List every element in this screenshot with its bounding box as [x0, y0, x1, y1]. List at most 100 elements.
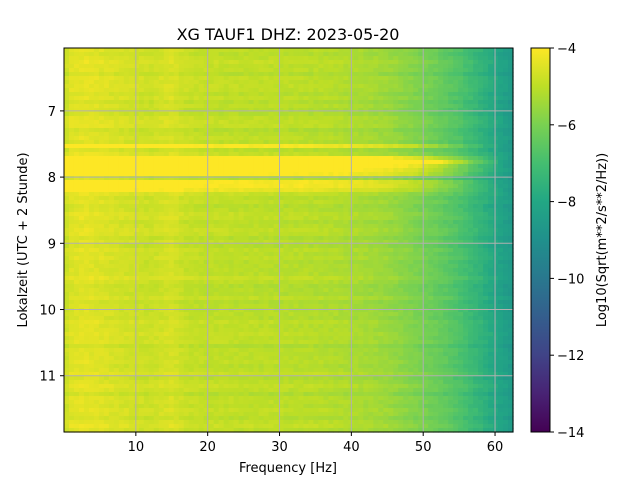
heatmap-cell: [433, 208, 439, 213]
heatmap-cell: [468, 208, 474, 213]
heatmap-cell: [463, 56, 469, 61]
heatmap-cell: [173, 116, 180, 121]
heatmap-cell: [103, 252, 110, 257]
heatmap-cell: [188, 264, 195, 269]
heatmap-cell: [64, 192, 70, 197]
heatmap-cell: [403, 184, 409, 189]
heatmap-cell: [88, 124, 95, 129]
heatmap-cell: [308, 84, 315, 89]
heatmap-cell: [443, 88, 449, 93]
heatmap-cell: [178, 240, 185, 245]
heatmap-cell: [103, 192, 110, 197]
heatmap-cell: [153, 112, 160, 117]
heatmap-cell: [163, 132, 170, 137]
heatmap-cell: [118, 240, 125, 245]
heatmap-cell: [278, 64, 285, 69]
heatmap-cell: [223, 256, 230, 261]
heatmap-cell: [163, 168, 170, 173]
heatmap-cell: [238, 256, 245, 261]
heatmap-cell: [198, 124, 205, 129]
heatmap-cell: [393, 124, 399, 129]
heatmap-cell: [433, 216, 439, 221]
heatmap-cell: [218, 108, 225, 113]
heatmap-cell: [143, 76, 150, 81]
heatmap-cell: [443, 168, 449, 173]
heatmap-cell: [453, 76, 459, 81]
heatmap-cell: [413, 212, 419, 217]
heatmap-cell: [303, 136, 310, 141]
heatmap-cell: [373, 200, 379, 205]
heatmap-cell: [248, 196, 255, 201]
heatmap-cell: [123, 112, 130, 117]
heatmap-cell: [113, 84, 120, 89]
heatmap-cell: [68, 96, 75, 101]
heatmap-cell: [208, 244, 215, 249]
heatmap-cell: [313, 160, 320, 165]
heatmap-cell: [178, 200, 185, 205]
heatmap-cell: [483, 248, 489, 253]
heatmap-cell: [313, 196, 320, 201]
heatmap-cell: [323, 240, 330, 245]
heatmap-cell: [158, 208, 165, 213]
heatmap-cell: [308, 144, 315, 149]
heatmap-cell: [258, 252, 265, 257]
heatmap-cell: [243, 128, 250, 133]
heatmap-cell: [393, 236, 399, 241]
heatmap-cell: [313, 244, 320, 249]
heatmap-cell: [323, 56, 330, 61]
heatmap-cell: [158, 224, 165, 229]
heatmap-cell: [153, 228, 160, 233]
heatmap-cell: [193, 240, 200, 245]
heatmap-cell: [383, 264, 389, 269]
heatmap-cell: [268, 136, 275, 141]
heatmap-cell: [108, 72, 115, 77]
heatmap-cell: [213, 148, 220, 153]
heatmap-cell: [163, 68, 170, 73]
heatmap-cell: [458, 124, 464, 129]
heatmap-cell: [253, 92, 260, 97]
heatmap-cell: [113, 204, 120, 209]
heatmap-cell: [368, 96, 374, 101]
heatmap-cell: [393, 108, 399, 113]
heatmap-cell: [478, 204, 484, 209]
heatmap-cell: [408, 72, 414, 77]
heatmap-cell: [428, 252, 434, 257]
heatmap-cell: [238, 260, 245, 265]
heatmap-cell: [308, 136, 315, 141]
heatmap-cell: [268, 208, 275, 213]
heatmap-cell: [263, 160, 270, 165]
heatmap-cell: [273, 92, 280, 97]
heatmap-cell: [278, 48, 285, 53]
heatmap-cell: [298, 144, 305, 149]
heatmap-cell: [258, 176, 265, 181]
heatmap-cell: [328, 264, 334, 269]
heatmap-cell: [388, 168, 394, 173]
heatmap-cell: [83, 108, 90, 113]
heatmap-cell: [108, 148, 115, 153]
heatmap-cell: [448, 168, 454, 173]
heatmap-cell: [403, 124, 409, 129]
heatmap-cell: [248, 240, 255, 245]
heatmap-cell: [408, 152, 414, 157]
heatmap-cell: [83, 52, 90, 57]
heatmap-cell: [323, 220, 330, 225]
heatmap-cell: [268, 76, 275, 81]
heatmap-cell: [138, 204, 145, 209]
heatmap-cell: [418, 224, 424, 229]
heatmap-cell: [273, 156, 280, 161]
heatmap-cell: [263, 136, 270, 141]
heatmap-cell: [273, 52, 280, 57]
heatmap-cell: [248, 112, 255, 117]
heatmap-cell: [218, 192, 225, 197]
heatmap-cell: [458, 164, 464, 169]
heatmap-cell: [323, 252, 330, 257]
heatmap-cell: [458, 140, 464, 145]
heatmap-cell: [383, 172, 389, 177]
heatmap-cell: [498, 152, 504, 157]
heatmap-cell: [483, 48, 489, 53]
heatmap-cell: [123, 196, 130, 201]
heatmap-cell: [123, 68, 130, 73]
heatmap-cell: [153, 160, 160, 165]
heatmap-cell: [403, 48, 409, 53]
heatmap-cell: [428, 196, 434, 201]
